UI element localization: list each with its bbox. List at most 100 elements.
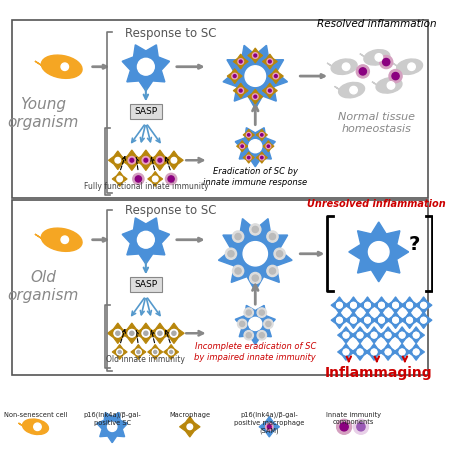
- Text: SASP: SASP: [134, 280, 157, 289]
- Circle shape: [407, 317, 412, 323]
- Circle shape: [266, 321, 271, 327]
- Circle shape: [166, 173, 177, 185]
- Circle shape: [385, 349, 391, 355]
- Polygon shape: [415, 297, 432, 313]
- Circle shape: [407, 317, 412, 323]
- Circle shape: [187, 424, 192, 430]
- Circle shape: [357, 349, 363, 355]
- Circle shape: [393, 317, 399, 323]
- Circle shape: [422, 319, 425, 322]
- Text: Unresolved inflammation: Unresolved inflammation: [308, 199, 446, 209]
- Circle shape: [385, 349, 391, 355]
- Circle shape: [389, 69, 402, 83]
- Circle shape: [168, 176, 174, 182]
- Circle shape: [337, 419, 352, 434]
- Polygon shape: [136, 150, 156, 170]
- Circle shape: [343, 349, 349, 355]
- Polygon shape: [394, 327, 410, 344]
- Circle shape: [114, 329, 121, 337]
- Polygon shape: [248, 89, 263, 104]
- Circle shape: [356, 65, 369, 78]
- Ellipse shape: [339, 83, 364, 98]
- Circle shape: [365, 317, 370, 323]
- FancyBboxPatch shape: [130, 277, 162, 292]
- Polygon shape: [394, 344, 410, 361]
- Circle shape: [393, 303, 399, 308]
- Circle shape: [267, 265, 278, 277]
- Polygon shape: [256, 129, 268, 141]
- Polygon shape: [338, 344, 354, 361]
- Circle shape: [422, 303, 425, 307]
- Circle shape: [247, 155, 251, 160]
- Text: Eradication of SC by
innate immune response: Eradication of SC by innate immune respo…: [203, 168, 307, 187]
- Circle shape: [233, 265, 244, 277]
- Polygon shape: [235, 128, 275, 167]
- Polygon shape: [248, 48, 263, 63]
- Circle shape: [259, 333, 264, 338]
- Circle shape: [130, 331, 134, 335]
- Circle shape: [399, 349, 405, 355]
- Text: Innate immunity
components: Innate immunity components: [326, 412, 381, 425]
- Circle shape: [269, 268, 276, 274]
- Circle shape: [239, 60, 242, 63]
- Circle shape: [240, 321, 245, 327]
- Ellipse shape: [331, 59, 357, 75]
- Circle shape: [235, 234, 241, 240]
- Circle shape: [387, 350, 389, 354]
- Circle shape: [130, 159, 134, 162]
- Circle shape: [261, 156, 263, 159]
- Circle shape: [421, 303, 426, 308]
- Ellipse shape: [364, 50, 390, 65]
- Circle shape: [128, 329, 136, 337]
- Polygon shape: [148, 345, 163, 360]
- Polygon shape: [345, 297, 362, 313]
- Ellipse shape: [41, 228, 82, 252]
- Circle shape: [337, 303, 342, 308]
- Circle shape: [171, 158, 177, 163]
- Polygon shape: [408, 327, 425, 344]
- Text: Response to SC: Response to SC: [126, 204, 217, 217]
- Polygon shape: [107, 323, 128, 344]
- FancyBboxPatch shape: [12, 200, 428, 375]
- Circle shape: [266, 144, 271, 149]
- Circle shape: [387, 82, 395, 89]
- Circle shape: [233, 231, 244, 242]
- Polygon shape: [387, 297, 404, 313]
- Circle shape: [115, 158, 121, 163]
- Text: SASP: SASP: [134, 107, 157, 116]
- Circle shape: [357, 332, 363, 338]
- Circle shape: [421, 317, 426, 323]
- Circle shape: [343, 332, 349, 338]
- Circle shape: [249, 317, 262, 330]
- Circle shape: [338, 319, 341, 322]
- Circle shape: [238, 319, 247, 329]
- Polygon shape: [331, 297, 348, 313]
- Polygon shape: [164, 345, 179, 360]
- Circle shape: [421, 317, 426, 323]
- Polygon shape: [131, 345, 146, 360]
- Circle shape: [152, 176, 158, 182]
- Circle shape: [379, 303, 384, 308]
- Circle shape: [408, 303, 411, 307]
- Polygon shape: [35, 61, 49, 70]
- Circle shape: [267, 59, 273, 64]
- Circle shape: [254, 54, 257, 57]
- Circle shape: [408, 63, 415, 70]
- Circle shape: [117, 349, 122, 355]
- Polygon shape: [112, 171, 127, 186]
- Circle shape: [337, 317, 342, 323]
- Circle shape: [137, 350, 140, 354]
- Circle shape: [245, 66, 266, 86]
- Polygon shape: [227, 68, 242, 84]
- Circle shape: [399, 332, 405, 338]
- Circle shape: [357, 422, 365, 431]
- Circle shape: [156, 329, 164, 337]
- Circle shape: [350, 86, 357, 94]
- Polygon shape: [233, 83, 248, 98]
- Ellipse shape: [41, 55, 82, 78]
- Circle shape: [268, 425, 271, 429]
- Circle shape: [156, 157, 164, 164]
- Text: Response to SC: Response to SC: [126, 26, 217, 40]
- Circle shape: [366, 319, 369, 322]
- Circle shape: [373, 334, 375, 337]
